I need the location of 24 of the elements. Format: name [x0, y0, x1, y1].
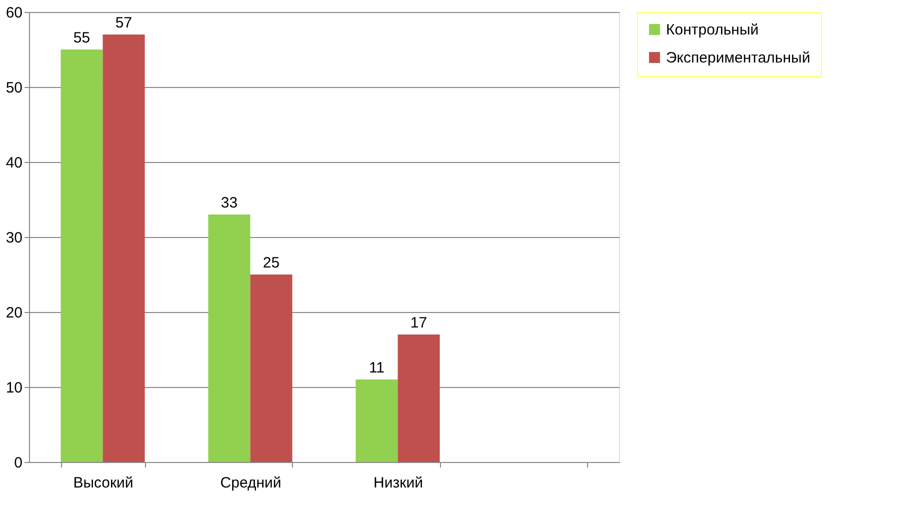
- data-label: 17: [410, 314, 428, 332]
- y-tick-label: 40: [6, 154, 22, 172]
- data-label: 33: [220, 194, 238, 212]
- y-tick-label: 20: [6, 304, 22, 322]
- y-tick-label: 10: [6, 380, 22, 396]
- y-tick-label: 50: [6, 80, 22, 96]
- bar: [102, 34, 145, 462]
- y-tick-label: 0: [14, 454, 22, 472]
- data-label: 11: [368, 360, 385, 376]
- legend-label: Контрольный: [666, 22, 759, 38]
- x-tick-label: Высокий: [73, 474, 134, 492]
- y-tick-label: 60: [6, 4, 22, 22]
- bar: [356, 380, 398, 462]
- data-label: 57: [115, 14, 132, 32]
- data-label: 55: [73, 30, 90, 46]
- bar: [250, 274, 292, 462]
- bar: [208, 214, 250, 462]
- x-tick-label: Средний: [220, 474, 282, 492]
- bar: [60, 50, 103, 462]
- x-tick-label: Низкий: [374, 474, 423, 492]
- bar: [398, 334, 440, 462]
- y-tick-label: 30: [6, 230, 22, 246]
- legend-label: Экспериментальный: [666, 50, 810, 66]
- data-label: 25: [262, 254, 280, 272]
